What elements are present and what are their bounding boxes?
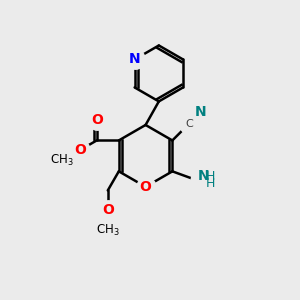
Text: CH$_3$: CH$_3$ xyxy=(96,223,120,238)
Text: N: N xyxy=(195,105,206,119)
Text: H: H xyxy=(206,170,215,183)
Text: O: O xyxy=(74,143,86,157)
Text: H: H xyxy=(206,177,215,190)
Text: O: O xyxy=(91,113,103,127)
Text: C: C xyxy=(185,119,193,129)
Text: N: N xyxy=(129,52,140,67)
Text: CH$_3$: CH$_3$ xyxy=(50,153,74,168)
Text: N: N xyxy=(197,169,209,183)
Text: O: O xyxy=(102,202,114,217)
Text: O: O xyxy=(140,180,152,194)
